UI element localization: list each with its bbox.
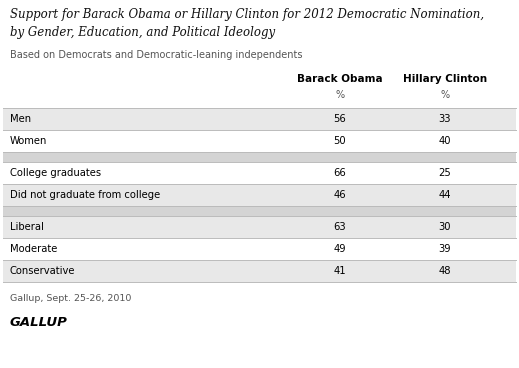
Bar	[3, 206, 516, 216]
Text: 49: 49	[334, 244, 346, 254]
Text: College graduates: College graduates	[10, 168, 101, 178]
Text: 63: 63	[334, 222, 346, 232]
Text: Did not graduate from college: Did not graduate from college	[10, 190, 160, 200]
Text: 41: 41	[334, 266, 346, 276]
Text: Based on Democrats and Democratic-leaning independents: Based on Democrats and Democratic-leanin…	[10, 50, 303, 60]
Text: Men: Men	[10, 114, 31, 124]
Text: 50: 50	[334, 136, 346, 146]
Text: 44: 44	[439, 190, 451, 200]
Text: Conservative: Conservative	[10, 266, 75, 276]
Text: Liberal: Liberal	[10, 222, 44, 232]
Text: %: %	[335, 90, 345, 100]
Text: 48: 48	[439, 266, 451, 276]
Text: GALLUP: GALLUP	[10, 316, 68, 329]
Text: 33: 33	[439, 114, 451, 124]
Text: 39: 39	[439, 244, 452, 254]
Bar	[3, 238, 516, 260]
Text: 66: 66	[334, 168, 346, 178]
Bar	[3, 108, 516, 130]
Text: 56: 56	[334, 114, 346, 124]
Text: 30: 30	[439, 222, 451, 232]
Text: Moderate: Moderate	[10, 244, 58, 254]
Text: 25: 25	[439, 168, 452, 178]
Text: Hillary Clinton: Hillary Clinton	[403, 74, 487, 84]
Text: 40: 40	[439, 136, 451, 146]
Text: 46: 46	[334, 190, 346, 200]
Text: Women: Women	[10, 136, 47, 146]
Text: by Gender, Education, and Political Ideology: by Gender, Education, and Political Ideo…	[10, 26, 275, 39]
Bar	[3, 130, 516, 152]
Text: Barack Obama: Barack Obama	[297, 74, 383, 84]
Bar	[3, 216, 516, 238]
Text: %: %	[441, 90, 449, 100]
Bar	[3, 184, 516, 206]
Bar	[3, 162, 516, 184]
Text: Support for Barack Obama or Hillary Clinton for 2012 Democratic Nomination,: Support for Barack Obama or Hillary Clin…	[10, 8, 484, 21]
Bar	[3, 260, 516, 282]
Text: Gallup, Sept. 25-26, 2010: Gallup, Sept. 25-26, 2010	[10, 294, 131, 303]
Bar	[3, 152, 516, 162]
